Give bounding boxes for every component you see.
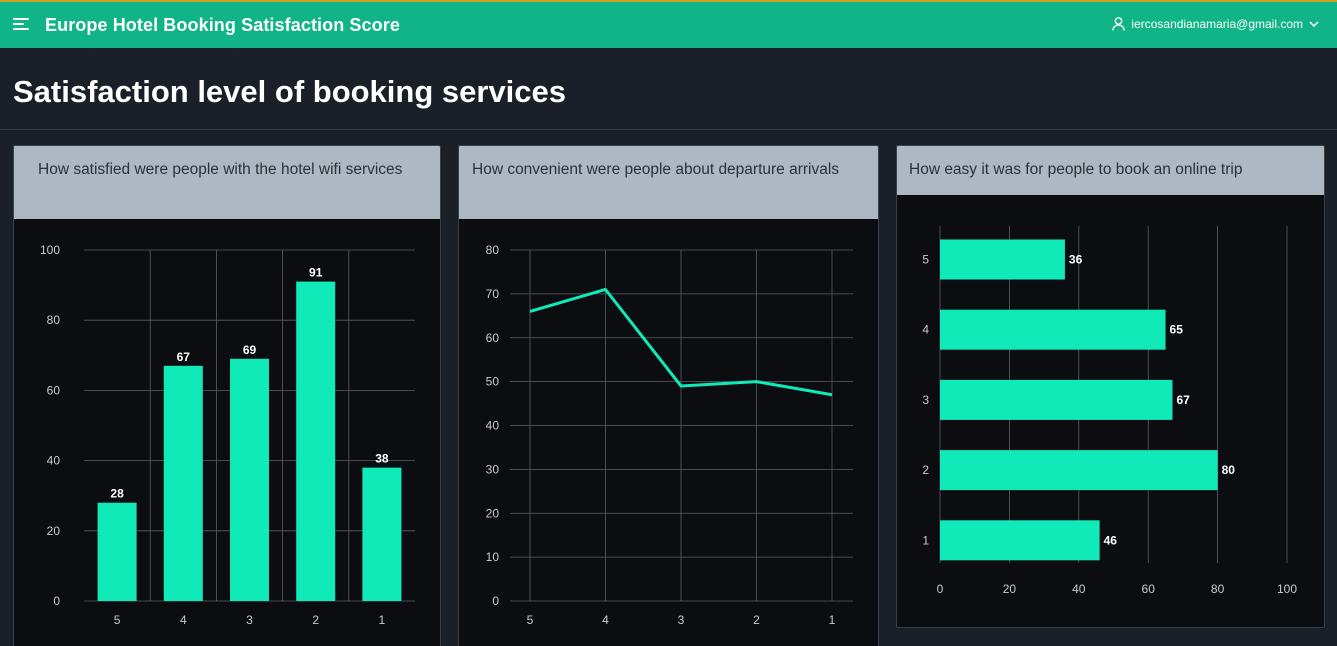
- y-tick-label: 20: [486, 506, 500, 520]
- x-tick-label: 4: [180, 613, 187, 627]
- bar: [362, 467, 402, 601]
- card-title: How convenient were people about departu…: [459, 146, 878, 219]
- top-bar: Europe Hotel Booking Satisfaction Score …: [0, 0, 1337, 48]
- wifi-chart-card: How satisfied were people with the hotel…: [13, 145, 441, 646]
- y-tick-label: 0: [492, 594, 499, 608]
- bar: [230, 358, 269, 601]
- x-tick-label: 40: [1072, 582, 1086, 596]
- y-tick-label: 50: [486, 375, 500, 389]
- y-tick-label: 100: [40, 243, 60, 257]
- bar-value-label: 67: [1176, 393, 1190, 407]
- menu-icon[interactable]: [13, 18, 29, 32]
- y-tick-label: 40: [486, 419, 500, 433]
- x-tick-label: 100: [1277, 582, 1297, 596]
- bar-value-label: 28: [110, 487, 124, 501]
- wifi-bar-chart: 0 20 40 60 80 100 28 5 67 4 69 3 91 2 38 1: [40, 243, 415, 627]
- y-tick-label: 0: [53, 594, 60, 608]
- bar-value-label: 91: [309, 266, 323, 280]
- bar: [163, 365, 203, 601]
- user-icon: [1112, 17, 1126, 31]
- bar-value-label: 80: [1222, 463, 1236, 477]
- y-tick-label: 60: [486, 331, 500, 345]
- x-tick-label: 2: [312, 613, 319, 627]
- user-menu[interactable]: iercosandianamaria@gmail.com: [1112, 17, 1319, 31]
- user-email: iercosandianamaria@gmail.com: [1131, 17, 1303, 31]
- x-tick-label: 5: [527, 613, 534, 627]
- bar: [296, 281, 336, 601]
- x-tick-label: 1: [829, 613, 836, 627]
- x-tick-label: 2: [753, 613, 760, 627]
- y-tick-label: 30: [486, 462, 500, 476]
- x-tick-label: 5: [114, 613, 121, 627]
- x-tick-label: 3: [246, 613, 253, 627]
- online-booking-chart-card: How easy it was for people to book an on…: [896, 145, 1325, 628]
- x-tick-label: 1: [379, 613, 386, 627]
- x-tick-label: 4: [602, 613, 609, 627]
- x-tick-label: 60: [1142, 582, 1156, 596]
- bar-value-label: 46: [1104, 533, 1118, 547]
- y-tick-label: 3: [922, 393, 929, 407]
- bar: [97, 502, 137, 601]
- y-tick-label: 2: [922, 463, 929, 477]
- x-tick-label: 80: [1211, 582, 1225, 596]
- bar-value-label: 36: [1069, 253, 1083, 267]
- bar: [940, 450, 1218, 491]
- y-tick-label: 80: [486, 243, 500, 257]
- card-title: How easy it was for people to book an on…: [897, 146, 1324, 195]
- bar-value-label: 69: [243, 343, 257, 357]
- page-header: Satisfaction level of booking services: [0, 48, 1337, 130]
- y-tick-label: 20: [47, 524, 61, 538]
- x-tick-label: 0: [937, 582, 944, 596]
- y-tick-label: 40: [47, 454, 61, 468]
- bar: [940, 379, 1173, 420]
- y-tick-label: 4: [922, 323, 929, 337]
- y-tick-label: 70: [486, 287, 500, 301]
- bar-value-label: 67: [177, 350, 191, 364]
- x-tick-label: 20: [1003, 582, 1017, 596]
- page-title: Satisfaction level of booking services: [13, 74, 567, 109]
- y-tick-label: 1: [922, 533, 929, 547]
- y-tick-label: 5: [922, 253, 929, 267]
- series-line: [529, 287, 833, 397]
- departure-chart-card: How convenient were people about departu…: [458, 145, 879, 646]
- bar-value-label: 38: [375, 452, 389, 466]
- y-tick-label: 10: [486, 550, 500, 564]
- bar: [940, 239, 1065, 280]
- x-tick-label: 3: [678, 613, 685, 627]
- card-title: How satisfied were people with the hotel…: [14, 146, 440, 219]
- online-booking-hbar-chart: 0 20 40 60 80 100 36 5 65 4 67 3 80 2 46 1: [922, 226, 1297, 596]
- y-tick-label: 60: [47, 383, 61, 397]
- chevron-down-icon[interactable]: [1309, 20, 1319, 28]
- y-tick-label: 80: [47, 313, 61, 327]
- bar: [940, 520, 1100, 561]
- app-title: Europe Hotel Booking Satisfaction Score: [45, 15, 400, 35]
- bar-value-label: 65: [1170, 323, 1184, 337]
- departure-line-chart: 0 10 20 30 40 50 60 70 80 5 4 3 2 1: [486, 243, 853, 627]
- bar: [940, 309, 1166, 350]
